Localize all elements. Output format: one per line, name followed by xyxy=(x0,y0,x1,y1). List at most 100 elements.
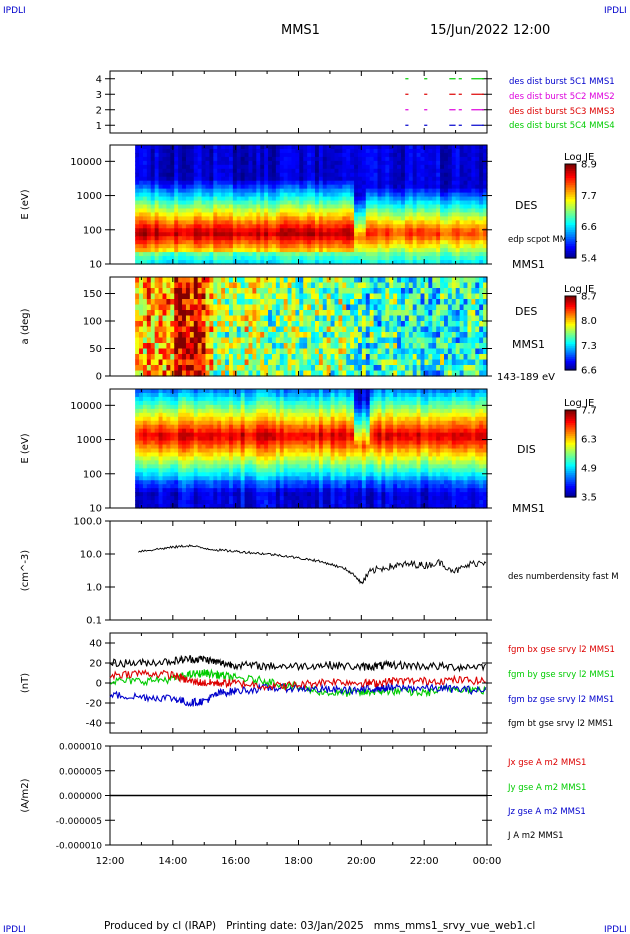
spectrogram-cell xyxy=(154,220,160,225)
spectrogram-cell xyxy=(299,260,304,265)
spectrogram-cell xyxy=(471,228,476,233)
spectrogram-cell xyxy=(185,440,191,446)
spectrogram-cell xyxy=(189,260,195,265)
spectrogram-cell xyxy=(287,224,293,229)
spectrogram-cell xyxy=(154,480,160,485)
spectrogram-cell xyxy=(447,315,453,322)
spectrogram-cell xyxy=(174,448,179,454)
spectrogram-cell xyxy=(209,232,214,237)
spectrogram-cell xyxy=(393,204,398,210)
spectrogram-cell xyxy=(240,248,246,253)
spectrogram-cell xyxy=(170,448,175,454)
spectrogram-cell xyxy=(459,332,465,339)
colorbar-cell xyxy=(565,333,576,336)
spectrogram-cell xyxy=(467,244,472,249)
spectrogram-cell xyxy=(471,204,476,210)
spectrogram-cell xyxy=(404,370,410,377)
spectrogram-cell xyxy=(397,288,402,295)
spectrogram-cell xyxy=(221,176,226,182)
spectrogram-cell xyxy=(232,365,238,372)
spectrogram-cell xyxy=(264,228,269,233)
spectrogram-cell xyxy=(443,145,449,150)
spectrogram-cell xyxy=(197,293,203,300)
spectrogram-cell xyxy=(369,304,375,311)
spectrogram-cell xyxy=(225,260,230,265)
spectrogram-cell xyxy=(314,204,320,210)
spectrogram-cell xyxy=(342,212,347,217)
spectrogram-cell xyxy=(264,304,269,311)
spectrogram-cell xyxy=(440,188,445,194)
spectrogram-cell xyxy=(256,228,261,233)
spectrogram-cell xyxy=(275,293,281,300)
spectrogram-cell xyxy=(240,188,246,194)
spectrogram-cell xyxy=(350,240,355,245)
spectrogram-cell xyxy=(318,304,324,311)
spectrogram-cell xyxy=(256,260,261,265)
spectrogram-cell xyxy=(311,256,316,261)
spectrogram-cell xyxy=(428,370,433,377)
spectrogram-cell xyxy=(170,488,175,493)
spectrogram-cell xyxy=(397,196,402,202)
spectrogram-cell xyxy=(385,343,390,350)
spectrogram-cell xyxy=(389,236,394,241)
spectrogram-cell xyxy=(275,236,281,241)
spectrogram-cell xyxy=(221,252,226,257)
colorbar-tick-label: 6.6 xyxy=(581,222,597,233)
spectrogram-cell xyxy=(217,304,222,311)
spectrogram-cell xyxy=(408,172,414,178)
spectrogram-cell xyxy=(354,176,359,182)
spectrogram-cell xyxy=(170,408,175,414)
spectrogram-cell xyxy=(158,420,164,426)
spectrogram-cell xyxy=(311,370,316,377)
spectrogram-cell xyxy=(369,232,375,237)
spectrogram-cell xyxy=(326,359,332,366)
spectrogram-cell xyxy=(455,288,461,295)
spectrogram-cell xyxy=(283,359,289,366)
spectrogram-cell xyxy=(436,277,441,284)
spectrogram-cell xyxy=(193,252,199,257)
spectrogram-cell xyxy=(354,370,359,377)
spectrogram-cell xyxy=(467,370,472,377)
spectrogram-cell xyxy=(436,326,441,333)
spectrogram-cell xyxy=(189,200,195,206)
spectrogram-cell xyxy=(135,476,140,481)
spectrogram-cell xyxy=(416,156,422,162)
spectrogram-cell xyxy=(150,145,156,150)
spectrogram-cell xyxy=(287,359,293,366)
spectrogram-cell xyxy=(189,216,195,221)
spectrogram-cell xyxy=(275,180,281,186)
spectrogram-cell xyxy=(369,164,375,170)
spectrogram-cell xyxy=(307,293,312,300)
spectrogram-cell xyxy=(451,172,457,178)
spectrogram-cell xyxy=(393,188,398,194)
spectrogram-cell xyxy=(225,160,230,166)
spectrogram-cell xyxy=(275,160,281,166)
spectrogram-cell xyxy=(158,488,164,493)
spectrogram-cell xyxy=(354,293,359,300)
spectrogram-cell xyxy=(322,160,328,166)
spectrogram-cell xyxy=(271,145,277,150)
spectrogram-cell xyxy=(162,472,168,477)
spectrogram-cell xyxy=(232,315,238,322)
spectrogram-cell xyxy=(397,216,402,221)
spectrogram-cell xyxy=(275,212,281,217)
spectrogram-cell xyxy=(334,332,340,339)
spectrogram-cell xyxy=(467,145,472,150)
spectrogram-cell xyxy=(174,392,179,398)
spectrogram-cell xyxy=(463,184,469,190)
spectrogram-cell xyxy=(428,256,433,261)
spectrogram-cell xyxy=(416,192,422,198)
spectrogram-cell xyxy=(197,145,203,150)
spectrogram-cell xyxy=(193,192,199,198)
spectrogram-cell xyxy=(244,282,250,289)
spectrogram-cell xyxy=(252,359,257,366)
spectrogram-cell xyxy=(217,293,222,300)
spectrogram-cell xyxy=(440,216,445,221)
spectrogram-cell xyxy=(150,228,156,233)
spectrogram-cell xyxy=(369,348,375,355)
spectrogram-cell xyxy=(400,216,406,221)
spectrogram-cell xyxy=(479,315,484,322)
spectrogram-cell xyxy=(338,326,343,333)
spectrogram-cell xyxy=(228,160,234,166)
